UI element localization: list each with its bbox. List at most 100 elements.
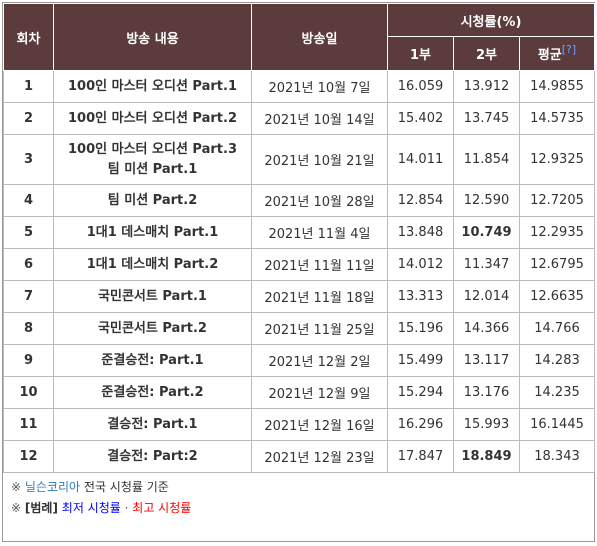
average-rating-cell: 12.6795 — [519, 248, 595, 281]
average-rating-cell: 14.766 — [519, 312, 595, 345]
episode-cell: 8 — [3, 312, 54, 345]
part2-rating-cell: 10.749 — [453, 216, 520, 249]
title-line: 100인 마스터 오디션 Part.1 — [68, 78, 237, 94]
episode-cell: 10 — [3, 376, 54, 409]
legend-note: ※ [범례] 최저 시청률 · 최고 시청률 — [11, 498, 586, 519]
part1-rating-cell: 14.012 — [387, 248, 454, 281]
title-line: 준결승전: Part.2 — [101, 384, 204, 400]
part2-rating-cell: 13.745 — [453, 102, 520, 135]
table-row: 9 준결승전: Part.1 2021년 12월 2일 15.499 13.117 14.… — [3, 344, 595, 377]
title-line: 팀 미션 Part.2 — [107, 192, 198, 208]
part2-rating-cell: 14.366 — [453, 312, 520, 345]
title-cell: 국민콘서트 Part.1 — [53, 280, 252, 313]
header-ratings: 시청률(%) — [387, 3, 595, 37]
part2-rating-cell: 12.590 — [453, 184, 520, 217]
table-row: 6 1대1 데스매치 Part.2 2021년 11월 11일 14.012 11.34… — [3, 248, 595, 281]
part1-rating-cell: 15.196 — [387, 312, 454, 345]
average-rating-cell: 12.9325 — [519, 134, 595, 185]
airdate-cell: 2021년 12월 2일 — [251, 344, 388, 377]
part2-rating-cell: 12.014 — [453, 280, 520, 313]
episode-cell: 4 — [3, 184, 54, 217]
legend-lowest: 최저 시청률 — [61, 501, 121, 515]
table-row: 11 결승전: Part.1 2021년 12월 16일 16.296 15.993 16… — [3, 408, 595, 441]
table-row: 7 국민콘서트 Part.1 2021년 11월 18일 13.313 12.014 12… — [3, 280, 595, 313]
table-row: 2 100인 마스터 오디션 Part.2 2021년 10월 14일 15.402 1… — [3, 102, 595, 135]
average-rating-cell: 14.235 — [519, 376, 595, 409]
note-mark: ※ — [11, 480, 22, 494]
notes: ※ 닐슨코리아 전국 시청률 기준 ※ [범례] 최저 시청률 · 최고 시청률 — [3, 473, 594, 523]
title-cell: 100인 마스터 오디션 Part.2 — [53, 102, 252, 135]
table-row: 8 국민콘서트 Part.2 2021년 11월 25일 15.196 14.366 14… — [3, 312, 595, 345]
airdate-cell: 2021년 11월 18일 — [251, 280, 388, 313]
header-average: 평균[?] — [519, 36, 595, 71]
title-line: 국민콘서트 Part.2 — [98, 320, 207, 336]
part2-rating-cell: 13.912 — [453, 70, 520, 103]
header-average-label: 평균 — [537, 48, 562, 63]
source-text: 전국 시청률 기준 — [80, 480, 169, 494]
title-line: 100인 마스터 오디션 Part.2 — [68, 110, 237, 126]
part2-rating-cell: 15.993 — [453, 408, 520, 441]
average-rating-cell: 14.5735 — [519, 102, 595, 135]
title-line: 국민콘서트 Part.1 — [98, 288, 207, 304]
part1-rating-cell: 13.313 — [387, 280, 454, 313]
header-episode: 회차 — [3, 3, 54, 71]
title-line: 결승전: Part.1 — [107, 416, 198, 432]
episode-cell: 1 — [3, 70, 54, 103]
part1-rating-cell: 17.847 — [387, 440, 454, 473]
average-rating-cell: 12.7205 — [519, 184, 595, 217]
legend-separator: · — [124, 501, 129, 515]
title-cell: 준결승전: Part.1 — [53, 344, 252, 377]
part1-rating-cell: 13.848 — [387, 216, 454, 249]
title-line: 1대1 데스매치 Part.1 — [86, 224, 219, 240]
episode-cell: 2 — [3, 102, 54, 135]
title-cell: 100인 마스터 오디션 Part.3 팀 미션 Part.1 — [53, 134, 252, 185]
part2-rating-cell: 18.849 — [453, 440, 520, 473]
title-line: 결승전: Part:2 — [107, 448, 198, 464]
airdate-cell: 2021년 10월 7일 — [251, 70, 388, 103]
part1-rating-cell: 16.296 — [387, 408, 454, 441]
legend-mark: ※ — [11, 501, 22, 515]
table-row: 5 1대1 데스매치 Part.1 2021년 11월 4일 13.848 10.749… — [3, 216, 595, 249]
title-cell: 결승전: Part.1 — [53, 408, 252, 441]
title-cell: 1대1 데스매치 Part.2 — [53, 248, 252, 281]
part1-rating-cell: 16.059 — [387, 70, 454, 103]
title-cell: 준결승전: Part.2 — [53, 376, 252, 409]
table-row: 3 100인 마스터 오디션 Part.3 팀 미션 Part.1 2021년 10월… — [3, 134, 595, 185]
airdate-cell: 2021년 12월 9일 — [251, 376, 388, 409]
average-note-link[interactable]: [?] — [561, 43, 577, 56]
airdate-cell: 2021년 12월 16일 — [251, 408, 388, 441]
part1-rating-cell: 14.011 — [387, 134, 454, 185]
airdate-cell: 2021년 10월 21일 — [251, 134, 388, 185]
title-line: 100인 마스터 오디션 Part.3 — [68, 141, 237, 157]
title-cell: 팀 미션 Part.2 — [53, 184, 252, 217]
title-cell: 1대1 데스매치 Part.1 — [53, 216, 252, 249]
airdate-cell: 2021년 11월 25일 — [251, 312, 388, 345]
airdate-cell: 2021년 10월 14일 — [251, 102, 388, 135]
header-content: 방송 내용 — [53, 3, 252, 71]
average-rating-cell: 12.6635 — [519, 280, 595, 313]
average-rating-cell: 16.1445 — [519, 408, 595, 441]
part2-rating-cell: 13.176 — [453, 376, 520, 409]
title-cell: 국민콘서트 Part.2 — [53, 312, 252, 345]
title-cell: 결승전: Part:2 — [53, 440, 252, 473]
part1-rating-cell: 15.499 — [387, 344, 454, 377]
part2-rating-cell: 11.854 — [453, 134, 520, 185]
average-rating-cell: 12.2935 — [519, 216, 595, 249]
airdate-cell: 2021년 11월 4일 — [251, 216, 388, 249]
airdate-cell: 2021년 12월 23일 — [251, 440, 388, 473]
header-airdate: 방송일 — [251, 3, 388, 71]
source-link[interactable]: 닐슨코리아 — [24, 480, 81, 494]
header-part2: 2부 — [453, 36, 520, 71]
episode-cell: 9 — [3, 344, 54, 377]
header-part1: 1부 — [387, 36, 454, 71]
part2-rating-cell: 13.117 — [453, 344, 520, 377]
title-line: 준결승전: Part.1 — [101, 352, 204, 368]
part1-rating-cell: 15.294 — [387, 376, 454, 409]
average-rating-cell: 14.9855 — [519, 70, 595, 103]
legend-label: [범례] — [24, 501, 58, 515]
ratings-table: 회차 방송 내용 방송일 시청률(%) 1부 2부 평균[?] 1 100인 마스… — [3, 3, 595, 473]
episode-cell: 11 — [3, 408, 54, 441]
airdate-cell: 2021년 11월 11일 — [251, 248, 388, 281]
source-note: ※ 닐슨코리아 전국 시청률 기준 — [11, 477, 586, 498]
